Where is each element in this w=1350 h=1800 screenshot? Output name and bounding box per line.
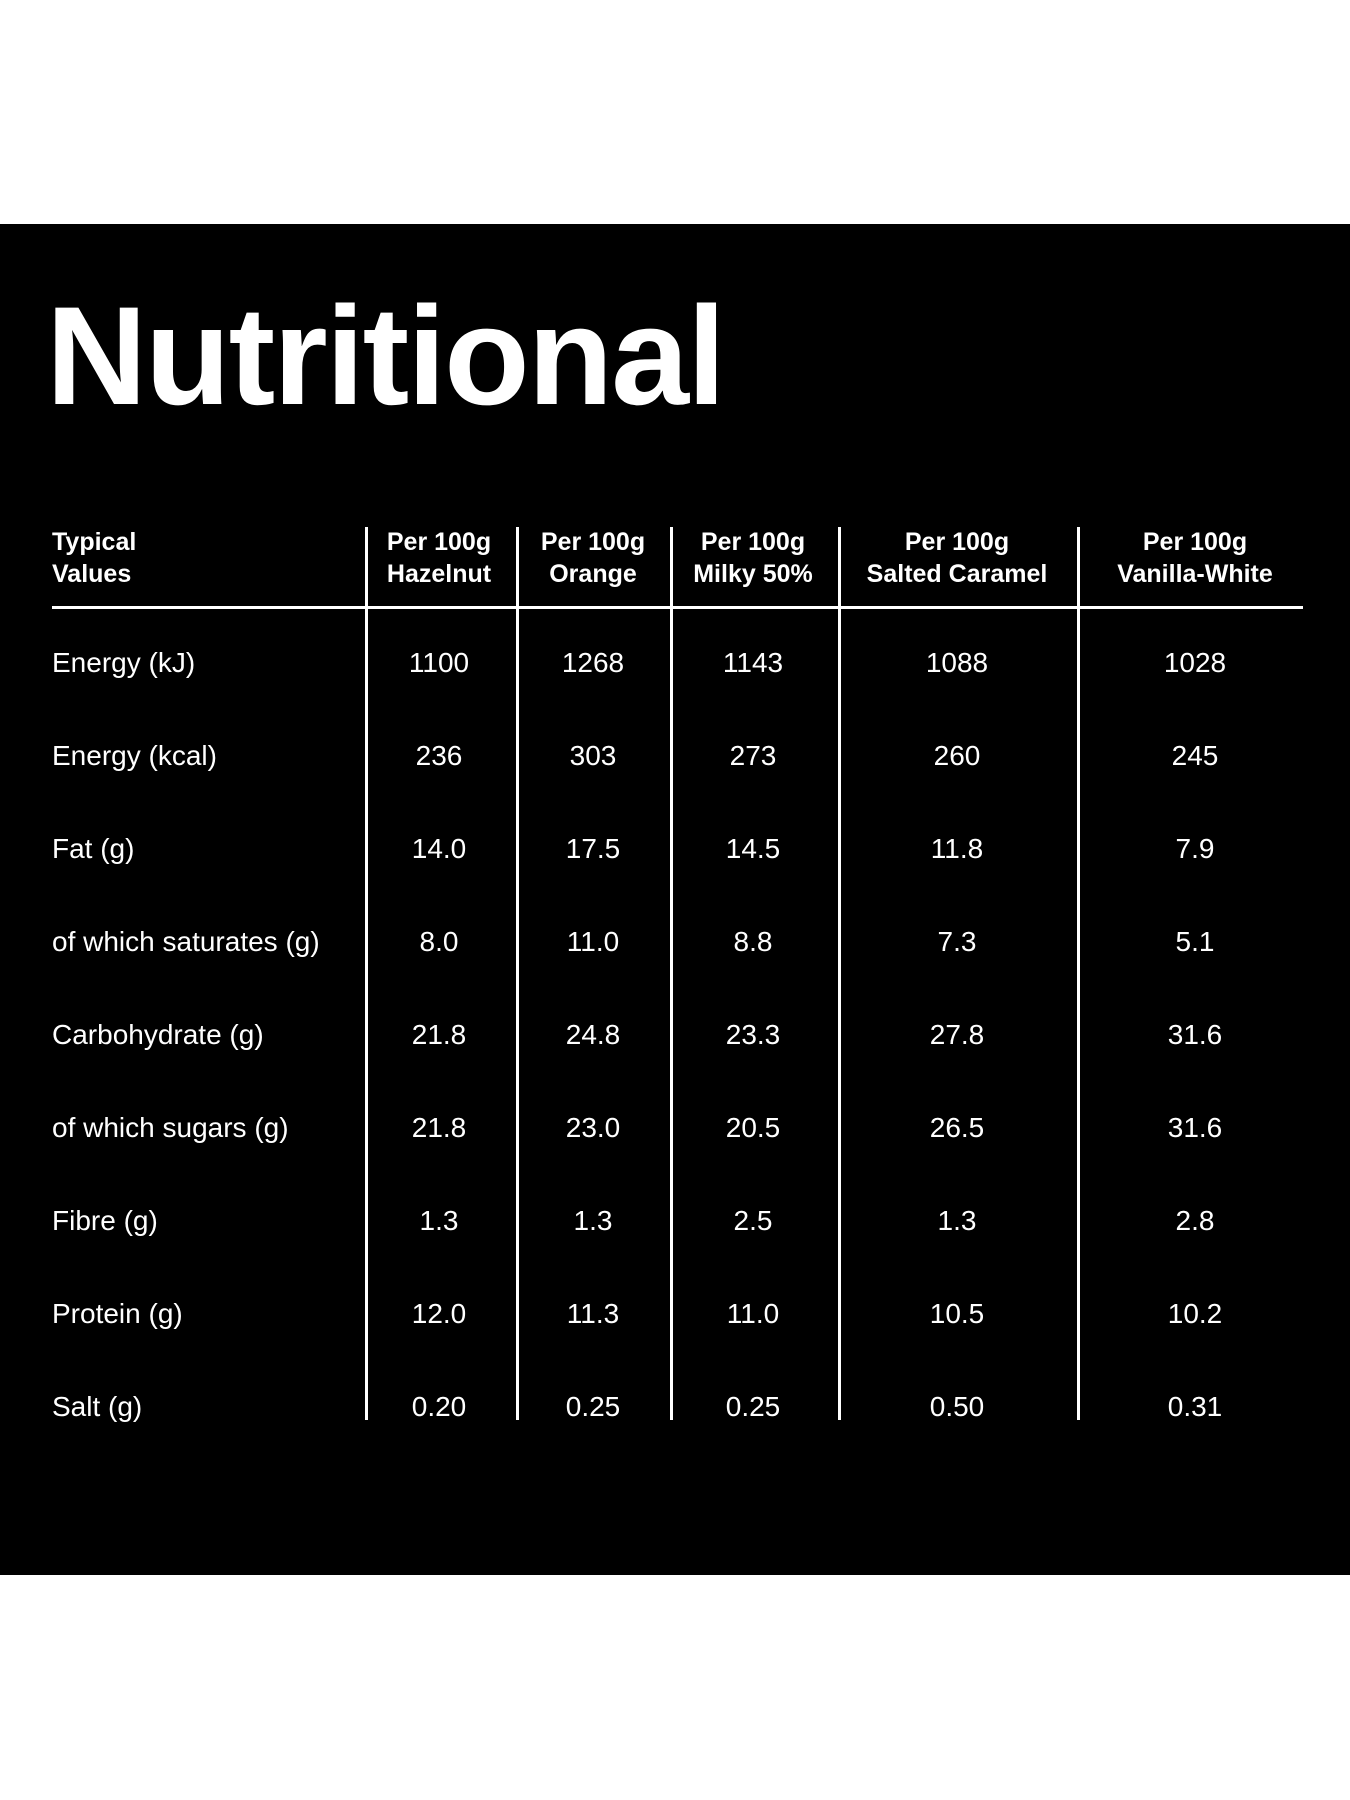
row-header: Typical Values (52, 526, 136, 590)
table-cell: 0.25 (565, 1391, 621, 1422)
column-header-line2: Orange (549, 560, 637, 588)
table-cell: 8.8 (733, 926, 773, 957)
row-label: Fat (g) (52, 833, 135, 864)
table-cell: 10.5 (929, 1298, 985, 1329)
table-cell: 236 (415, 740, 463, 771)
table-cell: 11.3 (566, 1298, 620, 1329)
row-label: Carbohydrate (g) (52, 1019, 264, 1050)
table-cell: 23.3 (725, 1019, 781, 1050)
row-header-line2: Values (52, 560, 132, 588)
table-cell: 0.25 (725, 1391, 781, 1422)
table-cell: 2.5 (733, 1205, 773, 1236)
column-divider (838, 527, 841, 1420)
table-cell: 1100 (408, 647, 470, 678)
nutrition-panel (0, 224, 1350, 1575)
table-cell: 21.8 (411, 1112, 467, 1143)
table-cell: 7.3 (937, 926, 977, 957)
table-cell: 1268 (561, 647, 625, 678)
column-divider (670, 527, 673, 1420)
column-header: Per 100g Salted Caramel (842, 526, 1072, 590)
table-cell: 11.0 (566, 926, 620, 957)
table-cell: 245 (1171, 740, 1219, 771)
column-header-line1: Per 100g (386, 528, 492, 556)
column-divider (1077, 527, 1080, 1420)
table-cell: 21.8 (411, 1019, 467, 1050)
row-label: Energy (kJ) (52, 647, 196, 678)
table-cell: 11.8 (930, 833, 984, 864)
column-divider (516, 527, 519, 1420)
column-header-line2: Hazelnut (386, 560, 492, 588)
table-cell: 273 (729, 740, 777, 771)
table-cell: 31.6 (1167, 1112, 1223, 1143)
table-cell: 1.3 (573, 1205, 613, 1236)
row-label: Protein (g) (52, 1298, 183, 1329)
table-cell: 0.31 (1167, 1391, 1223, 1422)
table-cell: 14.5 (725, 833, 781, 864)
table-cell: 0.50 (929, 1391, 985, 1422)
row-header-line1: Typical (52, 528, 137, 556)
column-header: Per 100g Orange (518, 526, 668, 590)
table-cell: 26.5 (929, 1112, 985, 1143)
table-cell: 1088 (925, 647, 989, 678)
table-cell: 31.6 (1167, 1019, 1223, 1050)
column-header: Per 100g Vanilla-White (1080, 526, 1310, 590)
column-header: Per 100g Milky 50% (673, 526, 833, 590)
table-cell: 0.20 (411, 1391, 467, 1422)
column-header-line1: Per 100g (1142, 528, 1248, 556)
table-cell: 11.0 (726, 1298, 780, 1329)
table-cell: 17.5 (565, 833, 621, 864)
column-divider (365, 527, 368, 1420)
row-label: Energy (kcal) (52, 740, 217, 771)
table-cell: 2.8 (1175, 1205, 1215, 1236)
table-cell: 20.5 (725, 1112, 781, 1143)
table-cell: 7.9 (1175, 833, 1215, 864)
table-cell: 14.0 (411, 833, 467, 864)
table-cell: 303 (569, 740, 617, 771)
column-header-line1: Per 100g (904, 528, 1010, 556)
column-header-line1: Per 100g (700, 528, 806, 556)
table-cell: 260 (933, 740, 981, 771)
header-divider (52, 606, 1303, 609)
table-cell: 10.2 (1167, 1298, 1223, 1329)
table-cell: 8.0 (419, 926, 459, 957)
table-cell: 23.0 (565, 1112, 621, 1143)
column-header-line2: Salted Caramel (866, 560, 1048, 588)
row-label: of which saturates (g) (52, 926, 320, 957)
table-cell: 1028 (1163, 647, 1227, 678)
table-cell: 1143 (722, 647, 784, 678)
row-label: Fibre (g) (52, 1205, 158, 1236)
row-label: of which sugars (g) (52, 1112, 289, 1143)
column-header: Per 100g Hazelnut (364, 526, 514, 590)
table-cell: 1.3 (937, 1205, 977, 1236)
table-cell: 27.8 (929, 1019, 985, 1050)
table-cell: 24.8 (565, 1019, 621, 1050)
row-label: Salt (g) (52, 1391, 143, 1422)
page-title: Nutritional (46, 277, 726, 434)
column-header-line2: Milky 50% (693, 560, 813, 588)
column-header-line2: Vanilla-White (1117, 560, 1273, 588)
column-header-line1: Per 100g (540, 528, 646, 556)
table-cell: 12.0 (411, 1298, 467, 1329)
table-cell: 5.1 (1175, 926, 1215, 957)
table-cell: 1.3 (419, 1205, 459, 1236)
